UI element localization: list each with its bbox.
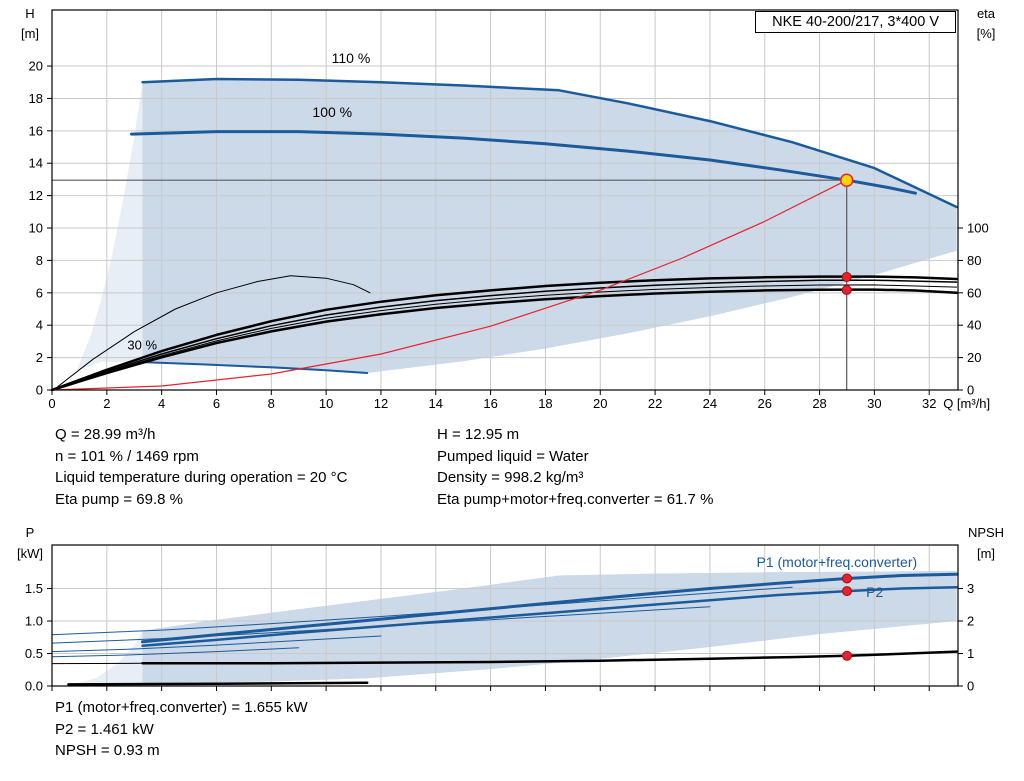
y-right-axis-unit: [m] bbox=[977, 546, 995, 561]
npsh-curve bbox=[141, 650, 958, 665]
chart-frame bbox=[51, 9, 959, 391]
x-tick-label: 22 bbox=[648, 396, 662, 411]
y-right-tick-label: 60 bbox=[967, 285, 981, 300]
power-data-block: P1 (motor+freq.converter) = 1.655 kW P2 … bbox=[55, 697, 308, 762]
info-line-liquid-temp: Liquid temperature during operation = 20… bbox=[55, 469, 348, 486]
x-tick-label: 26 bbox=[758, 396, 772, 411]
y-left-tick-label: 12 bbox=[29, 188, 43, 203]
x-axis-label: Q [m³/h] bbox=[943, 396, 990, 411]
info-line-n: n = 101 % / 1469 rpm bbox=[55, 447, 199, 465]
y-right-axis-label: NPSH bbox=[968, 525, 1004, 540]
speed-curve-110 bbox=[141, 77, 958, 209]
y-left-tick-label: 0.0 bbox=[25, 679, 43, 694]
y-left-tick-label: 10 bbox=[29, 221, 43, 236]
label-speed-110: 110 % bbox=[332, 50, 371, 66]
info-line-p2: P2 = 1.461 kW bbox=[55, 720, 154, 738]
y-right-tick-label: 80 bbox=[967, 253, 981, 268]
p-thin-4 bbox=[51, 647, 300, 658]
speed-curve-100 bbox=[130, 130, 917, 195]
y-right-tick-label: 3 bbox=[967, 581, 974, 596]
y-right-tick-label: 0 bbox=[967, 679, 974, 694]
efficiency-pump-curve bbox=[50, 275, 958, 392]
p1-curve bbox=[141, 572, 959, 644]
x-tick-label: 10 bbox=[319, 396, 333, 411]
info-line-p1: P1 (motor+freq.converter) = 1.655 kW bbox=[55, 699, 308, 716]
eta-pump-point bbox=[841, 271, 852, 282]
y-left-tick-label: 1.5 bbox=[25, 581, 43, 596]
p-thin-3 bbox=[51, 635, 382, 653]
y-left-tick-label: 2 bbox=[36, 350, 43, 365]
y-left-tick-label: 16 bbox=[29, 123, 43, 138]
x-tick-label: 30 bbox=[867, 396, 881, 411]
info-line-density: Density = 998.2 kg/m³ bbox=[437, 469, 584, 486]
x-tick-label: 2 bbox=[103, 396, 110, 411]
power-npsh-chart: 0.0 0.5 1.0 1.5 0 1 2 3 P [kW] NPSH [m] P1 (motor+fr… bbox=[17, 525, 1004, 694]
info-line-h: H = 12.95 m bbox=[437, 426, 520, 443]
x-tick-label: 24 bbox=[703, 396, 717, 411]
y-left-tick-label: 0 bbox=[36, 383, 43, 398]
x-tick-label: 20 bbox=[593, 396, 607, 411]
label-speed-min: 30 % bbox=[127, 338, 157, 353]
label-p2: P2 bbox=[866, 584, 883, 600]
p1-point bbox=[841, 573, 852, 584]
x-tick-label: 14 bbox=[429, 396, 443, 411]
x-tick-label: 6 bbox=[213, 396, 220, 411]
y-left-axis-label: P bbox=[26, 525, 35, 540]
y-left-axis-unit: [kW] bbox=[17, 546, 43, 561]
x-tick-label: 16 bbox=[483, 396, 497, 411]
x-tick-label: 0 bbox=[48, 396, 55, 411]
x-tick-label: 32 bbox=[922, 396, 936, 411]
p2-curve bbox=[141, 585, 958, 647]
eta-total-point bbox=[841, 285, 852, 296]
y-right-axis-unit: [%] bbox=[977, 26, 996, 41]
y-left-tick-label: 4 bbox=[36, 318, 43, 333]
y-left-tick-label: 18 bbox=[29, 91, 43, 106]
y-right-tick-label: 0 bbox=[967, 383, 974, 398]
operating-envelope-dark bbox=[142, 79, 957, 373]
system-curve bbox=[51, 179, 848, 391]
x-tick-label: 12 bbox=[374, 396, 388, 411]
info-line-q: Q = 28.99 m³/h bbox=[55, 426, 156, 443]
efficiency-curve-min-speed bbox=[57, 275, 371, 388]
info-line-eta-pump: Eta pump = 69.8 % bbox=[55, 490, 183, 508]
y-left-tick-label: 14 bbox=[29, 156, 43, 171]
y-left-tick-label: 8 bbox=[36, 253, 43, 268]
y-left-tick-label: 1.0 bbox=[25, 614, 43, 629]
efficiency-curve-3 bbox=[51, 284, 958, 391]
info-line-npsh: NPSH = 0.93 m bbox=[55, 742, 160, 759]
pump-model-title: NKE 40-200/217, 3*400 V bbox=[755, 11, 956, 33]
duty-point-marker bbox=[839, 173, 854, 187]
speed-curve-min bbox=[141, 361, 369, 374]
info-line-pumped-liquid: Pumped liquid = Water bbox=[437, 447, 589, 465]
operating-data-right: H = 12.95 m Pumped liquid = Water Densit… bbox=[437, 424, 713, 510]
y-left-tick-label: 20 bbox=[29, 59, 43, 74]
y-left-axis-label: H bbox=[25, 6, 34, 21]
y-right-tick-label: 20 bbox=[967, 350, 981, 365]
label-speed-100: 100 % bbox=[312, 104, 352, 120]
operating-data-left: Q = 28.99 m³/h n = 101 % / 1469 rpm Liqu… bbox=[55, 424, 347, 510]
efficiency-curve-2 bbox=[51, 279, 958, 391]
y-left-axis-unit: [m] bbox=[21, 26, 39, 41]
x-tick-label: 28 bbox=[812, 396, 826, 411]
y-right-tick-label: 40 bbox=[967, 318, 981, 333]
y-right-tick-label: 1 bbox=[967, 646, 974, 661]
npsh-min-curve bbox=[67, 681, 369, 686]
info-line-eta-total: Eta pump+motor+freq.converter = 61.7 % bbox=[437, 490, 714, 508]
x-tick-label: 8 bbox=[268, 396, 275, 411]
power-envelope-dark bbox=[142, 571, 957, 684]
y-left-tick-label: 0.5 bbox=[25, 646, 43, 661]
x-tick-label: 18 bbox=[538, 396, 552, 411]
label-p1: P1 (motor+freq.converter) bbox=[757, 554, 918, 570]
y-right-tick-label: 2 bbox=[967, 614, 974, 629]
x-tick-label: 4 bbox=[158, 396, 165, 411]
p2-point bbox=[841, 586, 852, 597]
y-left-tick-label: 6 bbox=[36, 285, 43, 300]
npsh-point bbox=[841, 650, 852, 661]
y-right-tick-label: 100 bbox=[967, 221, 989, 236]
chart-frame bbox=[51, 544, 959, 687]
y-right-axis-label: eta bbox=[977, 6, 996, 21]
